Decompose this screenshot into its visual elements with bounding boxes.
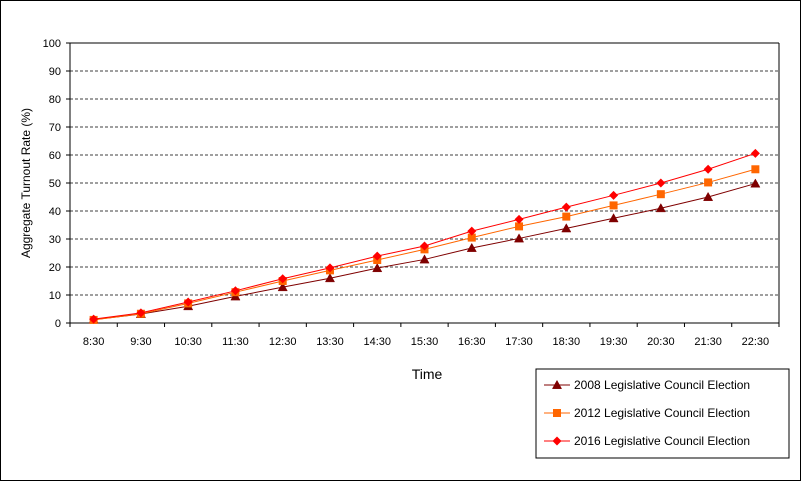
- y-tick-label-10: 10: [49, 290, 61, 302]
- legend-marker-1: [551, 379, 563, 389]
- series-3-point-17-30: [514, 214, 524, 224]
- series-1-point-19-30: [608, 213, 619, 223]
- series-1-point-15-30: [419, 254, 430, 264]
- legend-marker-2: [553, 409, 561, 417]
- y-tick-label-50: 50: [49, 178, 61, 190]
- x-tick-label-22-30: 22:30: [742, 336, 770, 348]
- series-2-point-20-30: [656, 190, 665, 199]
- series-1-point-13-30: [324, 273, 335, 283]
- series-1-point-21-30: [703, 191, 714, 201]
- series-3-point-15-30: [420, 241, 429, 251]
- series-1-point-12-30: [277, 282, 288, 292]
- series-1-point-18-30: [561, 223, 572, 233]
- y-tick-label-80: 80: [49, 94, 61, 106]
- series-3-point-22-30: [750, 148, 760, 158]
- series-1-point-22-30: [750, 178, 761, 188]
- axis-layer: 0 10 20 30 40 50 60 70 80 90 100 8:30 9:30 10:30 11:30…: [43, 38, 780, 348]
- series-2-point-18-30: [562, 212, 571, 221]
- x-tick-label-9-30: 9:30: [130, 336, 151, 348]
- series-2-point-16-30: [467, 233, 476, 242]
- series-3-point-18-30: [561, 202, 571, 212]
- series-3-point-21-30: [703, 164, 713, 174]
- series-2-point-19-30: [609, 201, 618, 210]
- series-1-point-16-30: [466, 242, 477, 252]
- x-axis-title: Time: [412, 366, 443, 382]
- legend: 2008 Legislative Council Election 2012 Le…: [535, 368, 790, 459]
- x-tick-label-14-30: 14:30: [363, 336, 391, 348]
- y-axis-title: Aggregate Turnout Rate (%): [19, 108, 33, 258]
- y-tick-label-40: 40: [49, 206, 61, 218]
- series-3-point-13-30: [325, 263, 335, 273]
- x-tick-label-20-30: 20:30: [647, 336, 675, 348]
- series-layer: [88, 148, 761, 324]
- x-tick-label-8-30: 8:30: [83, 336, 104, 348]
- series-3-point-12-30: [278, 274, 288, 284]
- series-2-point-17-30: [515, 222, 524, 231]
- series-1-point-14-30: [372, 263, 383, 273]
- x-tick-label-16-30: 16:30: [458, 336, 486, 348]
- x-tick-label-17-30: 17:30: [505, 336, 533, 348]
- series-3-point-10-30: [183, 297, 193, 307]
- legend-label-3: 2016 Legislative Council Election: [574, 434, 750, 448]
- x-tick-label-19-30: 19:30: [600, 336, 628, 348]
- x-tick-label-18-30: 18:30: [553, 336, 581, 348]
- legend-label-2: 2012 Legislative Council Election: [574, 406, 750, 420]
- legend-marker-3: [552, 436, 562, 446]
- series-3-point-8-30: [89, 314, 99, 324]
- y-tick-label-20: 20: [49, 262, 61, 274]
- series-3-point-14-30: [372, 251, 382, 261]
- series-1-point-17-30: [514, 233, 525, 243]
- x-tick-label-11-30: 11:30: [222, 336, 249, 348]
- series-2-point-22-30: [751, 165, 760, 174]
- x-tick-label-12-30: 12:30: [269, 336, 297, 348]
- y-tick-label-0: 0: [55, 318, 61, 330]
- series-3-point-9-30: [136, 308, 146, 318]
- legend-label-1: 2008 Legislative Council Election: [574, 378, 750, 392]
- y-tick-label-70: 70: [49, 122, 61, 134]
- x-tick-label-15-30: 15:30: [411, 336, 439, 348]
- series-3-point-11-30: [230, 286, 240, 296]
- series-3-point-20-30: [656, 178, 666, 188]
- series-3-point-19-30: [609, 190, 619, 200]
- legend-box: [535, 368, 790, 459]
- x-tick-label-21-30: 21:30: [694, 336, 722, 348]
- x-tick-label-10-30: 10:30: [174, 336, 202, 348]
- y-tick-label-100: 100: [43, 38, 61, 50]
- series-2-point-21-30: [704, 178, 713, 187]
- x-tick-label-13-30: 13:30: [316, 336, 344, 348]
- series-line-3: [93, 152, 756, 320]
- series-3-point-16-30: [467, 226, 477, 236]
- series-1-point-20-30: [655, 203, 666, 213]
- y-tick-label-90: 90: [49, 66, 61, 78]
- y-tick-label-60: 60: [49, 150, 61, 162]
- series-3: [89, 148, 760, 324]
- y-tick-label-30: 30: [49, 234, 61, 246]
